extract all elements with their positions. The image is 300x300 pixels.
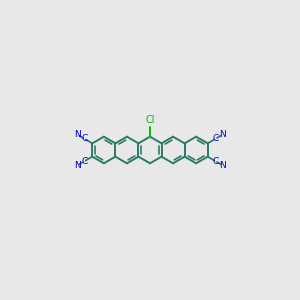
Text: C: C	[81, 134, 88, 143]
Text: C: C	[212, 134, 219, 143]
Text: N: N	[74, 161, 80, 170]
Text: N: N	[220, 161, 226, 170]
Text: N: N	[74, 130, 80, 139]
Text: N: N	[220, 130, 226, 139]
Text: Cl: Cl	[145, 115, 155, 125]
Text: C: C	[212, 157, 219, 166]
Text: C: C	[81, 157, 88, 166]
